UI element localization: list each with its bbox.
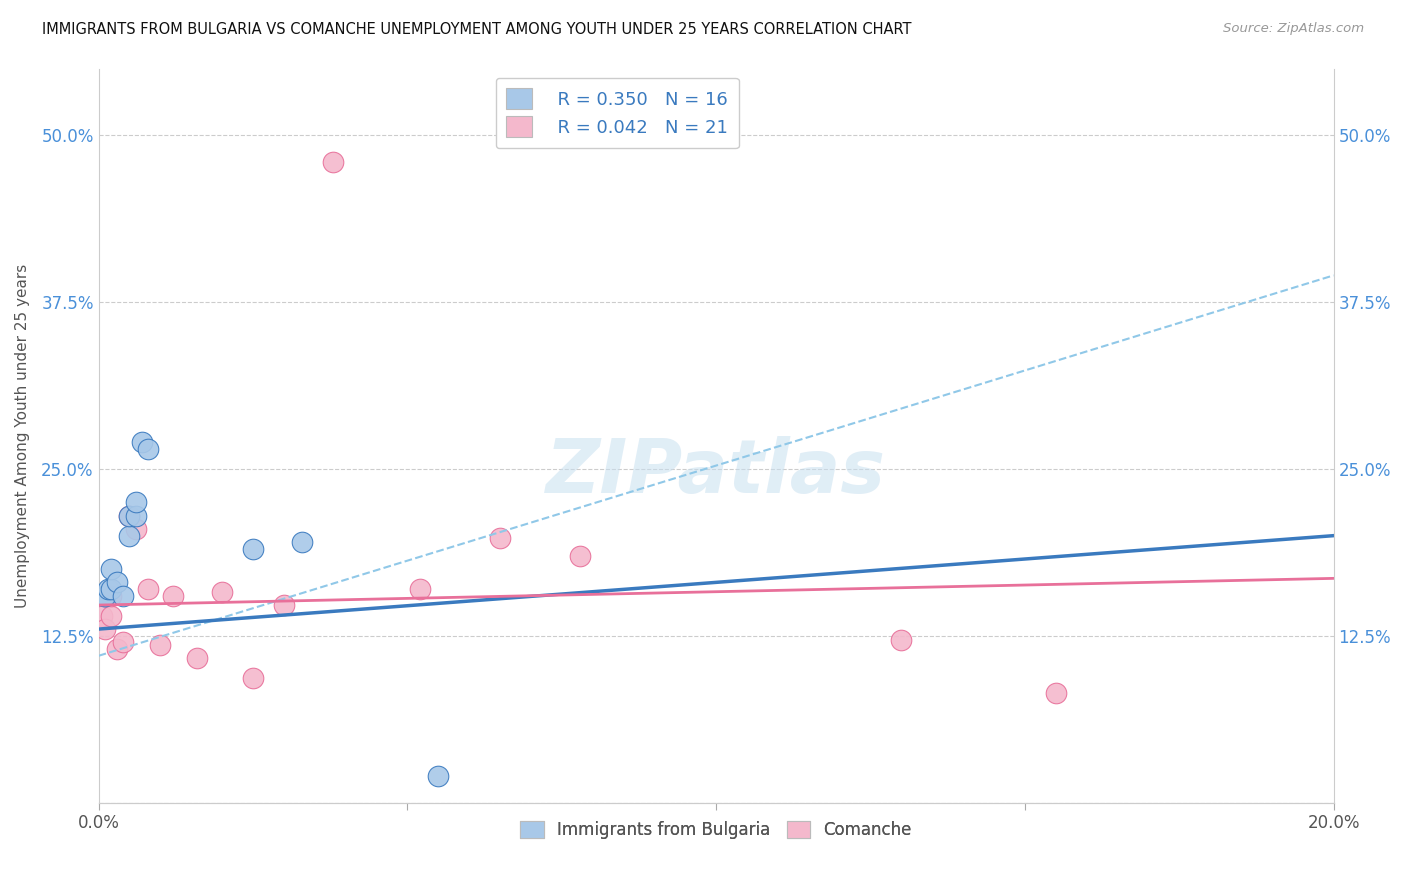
Point <box>100 582 122 596</box>
Point <box>93 589 115 603</box>
Point <box>408 582 430 596</box>
Point <box>427 769 450 783</box>
Point <box>569 549 592 563</box>
Point <box>131 435 153 450</box>
Point <box>124 522 146 536</box>
Text: Source: ZipAtlas.com: Source: ZipAtlas.com <box>1223 22 1364 36</box>
Point <box>890 632 912 647</box>
Point <box>105 642 128 657</box>
Point <box>489 532 512 546</box>
Point <box>112 635 135 649</box>
Point <box>100 608 122 623</box>
Point <box>94 589 117 603</box>
Point <box>273 598 295 612</box>
Point <box>97 582 120 596</box>
Point <box>291 535 314 549</box>
Point <box>124 508 146 523</box>
Point <box>118 508 141 523</box>
Point <box>1045 686 1067 700</box>
Point <box>100 562 122 576</box>
Text: IMMIGRANTS FROM BULGARIA VS COMANCHE UNEMPLOYMENT AMONG YOUTH UNDER 25 YEARS COR: IMMIGRANTS FROM BULGARIA VS COMANCHE UNE… <box>42 22 911 37</box>
Point <box>211 584 233 599</box>
Point <box>118 508 141 523</box>
Point <box>322 155 344 169</box>
Legend: Immigrants from Bulgaria, Comanche: Immigrants from Bulgaria, Comanche <box>513 814 918 846</box>
Point <box>94 622 117 636</box>
Point <box>90 608 112 623</box>
Point <box>136 582 159 596</box>
Point <box>124 495 146 509</box>
Point <box>100 589 122 603</box>
Point <box>118 529 141 543</box>
Text: ZIPatlas: ZIPatlas <box>546 436 886 508</box>
Point <box>242 672 264 686</box>
Point <box>186 651 208 665</box>
Y-axis label: Unemployment Among Youth under 25 years: Unemployment Among Youth under 25 years <box>15 263 30 607</box>
Point <box>149 638 172 652</box>
Point <box>242 541 264 556</box>
Point <box>136 442 159 456</box>
Point <box>162 589 184 603</box>
Point <box>112 589 135 603</box>
Point <box>105 575 128 590</box>
